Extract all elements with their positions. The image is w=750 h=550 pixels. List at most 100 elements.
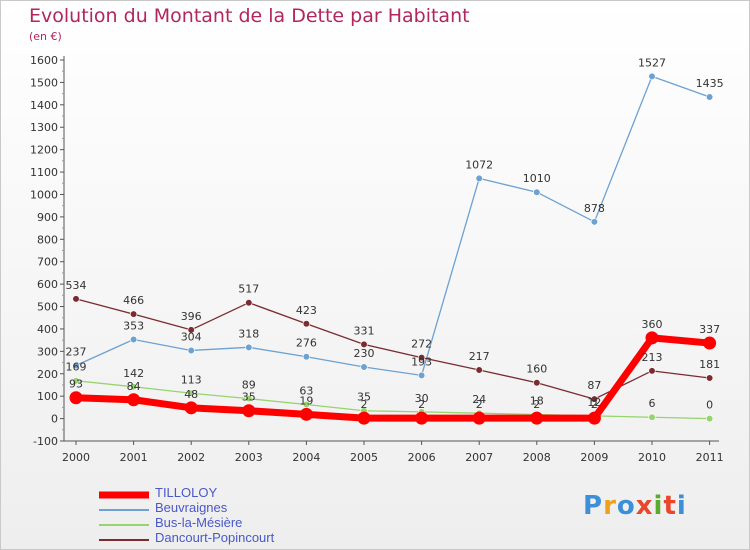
y-tick-label: 1200	[30, 144, 58, 157]
legend-label: Dancourt-Popincourt	[155, 530, 275, 545]
y-tick-label: 1600	[30, 54, 58, 67]
data-label: 217	[469, 350, 490, 363]
legend-label: TILLOLOY	[155, 485, 218, 500]
legend-item: Bus-la-Mésière	[99, 515, 359, 530]
data-point	[418, 354, 426, 362]
data-point	[418, 371, 426, 379]
y-tick-label: 100	[37, 390, 58, 403]
y-tick-label: 900	[37, 211, 58, 224]
data-point	[360, 363, 368, 371]
series-line	[75, 380, 711, 420]
data-label: 534	[66, 279, 87, 292]
data-point	[130, 310, 138, 318]
data-point	[648, 72, 656, 80]
x-tick-label: 2004	[292, 451, 320, 464]
data-label: 160	[526, 363, 547, 376]
data-point	[360, 340, 368, 349]
data-label: 48	[184, 388, 198, 401]
data-point	[299, 407, 313, 421]
data-point	[590, 395, 599, 403]
data-point	[533, 188, 541, 196]
data-point	[127, 393, 141, 407]
legend-item: Dancourt-Popincourt	[99, 530, 359, 545]
data-label: 1010	[523, 172, 551, 185]
data-point	[187, 346, 195, 355]
data-point	[590, 218, 599, 226]
logo-letter: o	[616, 491, 636, 521]
data-point	[415, 411, 429, 425]
data-label: 113	[181, 373, 202, 386]
x-tick-label: 2007	[465, 451, 493, 464]
legend-swatch	[99, 491, 149, 499]
y-tick-label: -100	[33, 435, 58, 448]
data-label: 35	[357, 391, 371, 404]
y-tick-label: 600	[37, 278, 58, 291]
legend-swatch	[99, 509, 149, 511]
data-label: 169	[66, 361, 87, 374]
x-tick-label: 2005	[350, 451, 378, 464]
x-tick-label: 2003	[235, 451, 263, 464]
data-label: 2	[476, 398, 483, 411]
data-point	[705, 93, 714, 101]
legend-label: Beuvraignes	[155, 500, 228, 515]
data-point	[72, 295, 80, 303]
data-label: 89	[242, 379, 256, 392]
logo-letter: r	[603, 491, 617, 521]
data-label: 213	[642, 351, 663, 364]
x-tick-label: 2006	[408, 451, 436, 464]
data-label: 87	[587, 379, 601, 392]
chart-subtitle: (en €)	[29, 30, 62, 43]
data-point	[302, 400, 311, 409]
legend-item: TILLOLOY	[99, 485, 359, 500]
data-label: 6	[649, 397, 656, 410]
data-point	[357, 411, 371, 425]
data-label: 1072	[465, 158, 493, 171]
y-tick-label: 300	[37, 345, 58, 358]
data-point	[645, 331, 659, 345]
data-point	[69, 391, 83, 405]
data-point	[475, 174, 483, 182]
logo-letter: x	[635, 491, 654, 521]
x-tick-label: 2008	[523, 451, 551, 464]
legend-label: Bus-la-Mésière	[155, 515, 243, 530]
data-label: 331	[354, 324, 375, 337]
data-label: 18	[530, 395, 544, 408]
x-tick-label: 2011	[696, 451, 724, 464]
series-line	[75, 298, 711, 400]
logo-letter: t	[663, 491, 677, 521]
data-label: 181	[699, 358, 720, 371]
data-label: 360	[642, 318, 663, 331]
series-line	[72, 334, 714, 422]
y-tick-label: 1400	[30, 99, 58, 112]
data-point	[533, 379, 541, 387]
data-label: 35	[242, 391, 256, 404]
data-label: 63	[299, 384, 313, 397]
x-tick-label: 2010	[638, 451, 666, 464]
data-label: 304	[181, 330, 202, 343]
legend-item: Beuvraignes	[99, 500, 359, 515]
logo-letter: i	[653, 491, 664, 521]
data-point	[72, 377, 80, 385]
data-label: 2	[533, 398, 540, 411]
data-label: 423	[296, 304, 317, 317]
data-label: 93	[69, 378, 83, 391]
x-tick-label: 2002	[177, 451, 205, 464]
y-tick-label: 800	[37, 233, 58, 246]
data-label: 193	[411, 355, 432, 368]
y-tick-label: 400	[37, 323, 58, 336]
data-point	[245, 299, 253, 307]
data-point	[705, 414, 714, 423]
data-point	[72, 361, 80, 370]
y-tick-label: 200	[37, 368, 58, 381]
x-tick-label: 2009	[580, 451, 608, 464]
y-tick-label: 1500	[30, 76, 58, 89]
data-label: 2	[361, 398, 368, 411]
data-point	[472, 411, 486, 425]
data-label: 19	[299, 394, 313, 407]
data-label: 396	[181, 310, 202, 323]
data-label: 272	[411, 338, 432, 351]
logo-letter: P	[583, 491, 604, 521]
data-point	[184, 401, 198, 415]
data-point	[245, 343, 253, 351]
